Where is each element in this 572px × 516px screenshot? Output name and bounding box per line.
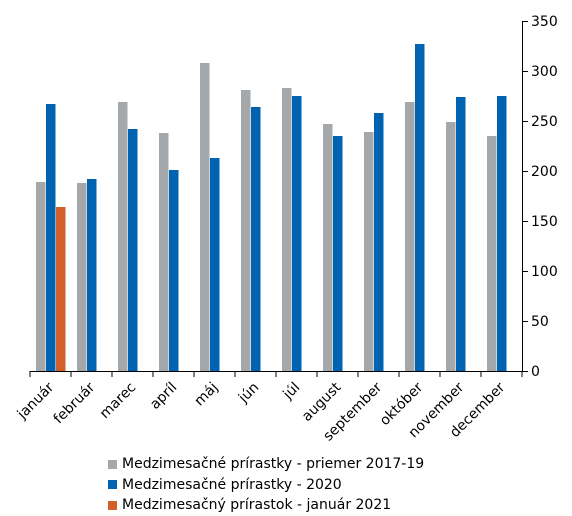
- legend-label-avg-2017-19: Medzimesačné prírastky - priemer 2017-19: [122, 456, 425, 472]
- bars-layer: [36, 44, 507, 371]
- bar-s1-4: [210, 158, 220, 371]
- bar-s2-0: [56, 207, 66, 371]
- legend: Medzimesačné prírastky - priemer 2017-19…: [108, 454, 424, 516]
- bar-s0-3: [159, 133, 169, 371]
- bar-s0-11: [487, 136, 497, 371]
- x-tick-label-1: február: [51, 379, 99, 427]
- x-tick-label-5: jún: [235, 380, 262, 407]
- legend-item-2020: Medzimesačné prírastky - 2020: [108, 475, 424, 496]
- bar-s1-7: [333, 136, 343, 371]
- y-tick-label-4: 200: [531, 164, 558, 180]
- bar-s0-2: [118, 102, 128, 371]
- bar-s0-9: [405, 102, 415, 371]
- y-tick-label-5: 250: [531, 114, 558, 130]
- x-tick-label-3: apríl: [147, 380, 180, 413]
- bar-s0-8: [364, 132, 374, 371]
- y-tick-label-2: 100: [531, 264, 558, 280]
- bar-s0-7: [323, 124, 333, 371]
- x-tick-label-6: júl: [280, 380, 304, 404]
- bar-s0-4: [200, 63, 210, 371]
- bar-s1-8: [374, 113, 384, 371]
- bar-s1-9: [415, 44, 425, 371]
- bar-s1-0: [46, 104, 56, 371]
- x-tick-label-4: máj: [192, 380, 222, 410]
- bar-s1-5: [251, 107, 261, 371]
- y-tick-label-1: 50: [531, 314, 549, 330]
- bar-s0-6: [282, 88, 292, 371]
- legend-label-jan-2021: Medzimesačný prírastok - január 2021: [122, 497, 392, 513]
- bar-s0-1: [77, 183, 87, 371]
- bar-s1-2: [128, 129, 138, 371]
- y-tick-label-7: 350: [531, 14, 558, 30]
- legend-swatch-avg-2017-19: [108, 459, 117, 469]
- bar-s1-11: [497, 96, 507, 371]
- legend-item-avg-2017-19: Medzimesačné prírastky - priemer 2017-19: [108, 454, 424, 475]
- bar-s1-6: [292, 96, 302, 371]
- bar-s1-3: [169, 170, 179, 371]
- legend-swatch-jan-2021: [108, 500, 117, 510]
- bar-s1-1: [87, 179, 97, 371]
- y-tick-label-3: 150: [531, 214, 558, 230]
- y-tick-label-0: 0: [531, 364, 540, 380]
- legend-label-2020: Medzimesačné prírastky - 2020: [122, 476, 342, 493]
- x-tick-label-2: marec: [97, 380, 139, 422]
- y-tick-label-6: 300: [531, 64, 558, 80]
- bar-s0-0: [36, 182, 46, 371]
- bar-s1-10: [456, 97, 466, 371]
- legend-item-jan-2021: Medzimesačný prírastok - január 2021: [108, 495, 424, 516]
- bar-s0-5: [241, 90, 251, 371]
- bar-s0-10: [446, 122, 456, 371]
- legend-swatch-2020: [108, 480, 117, 490]
